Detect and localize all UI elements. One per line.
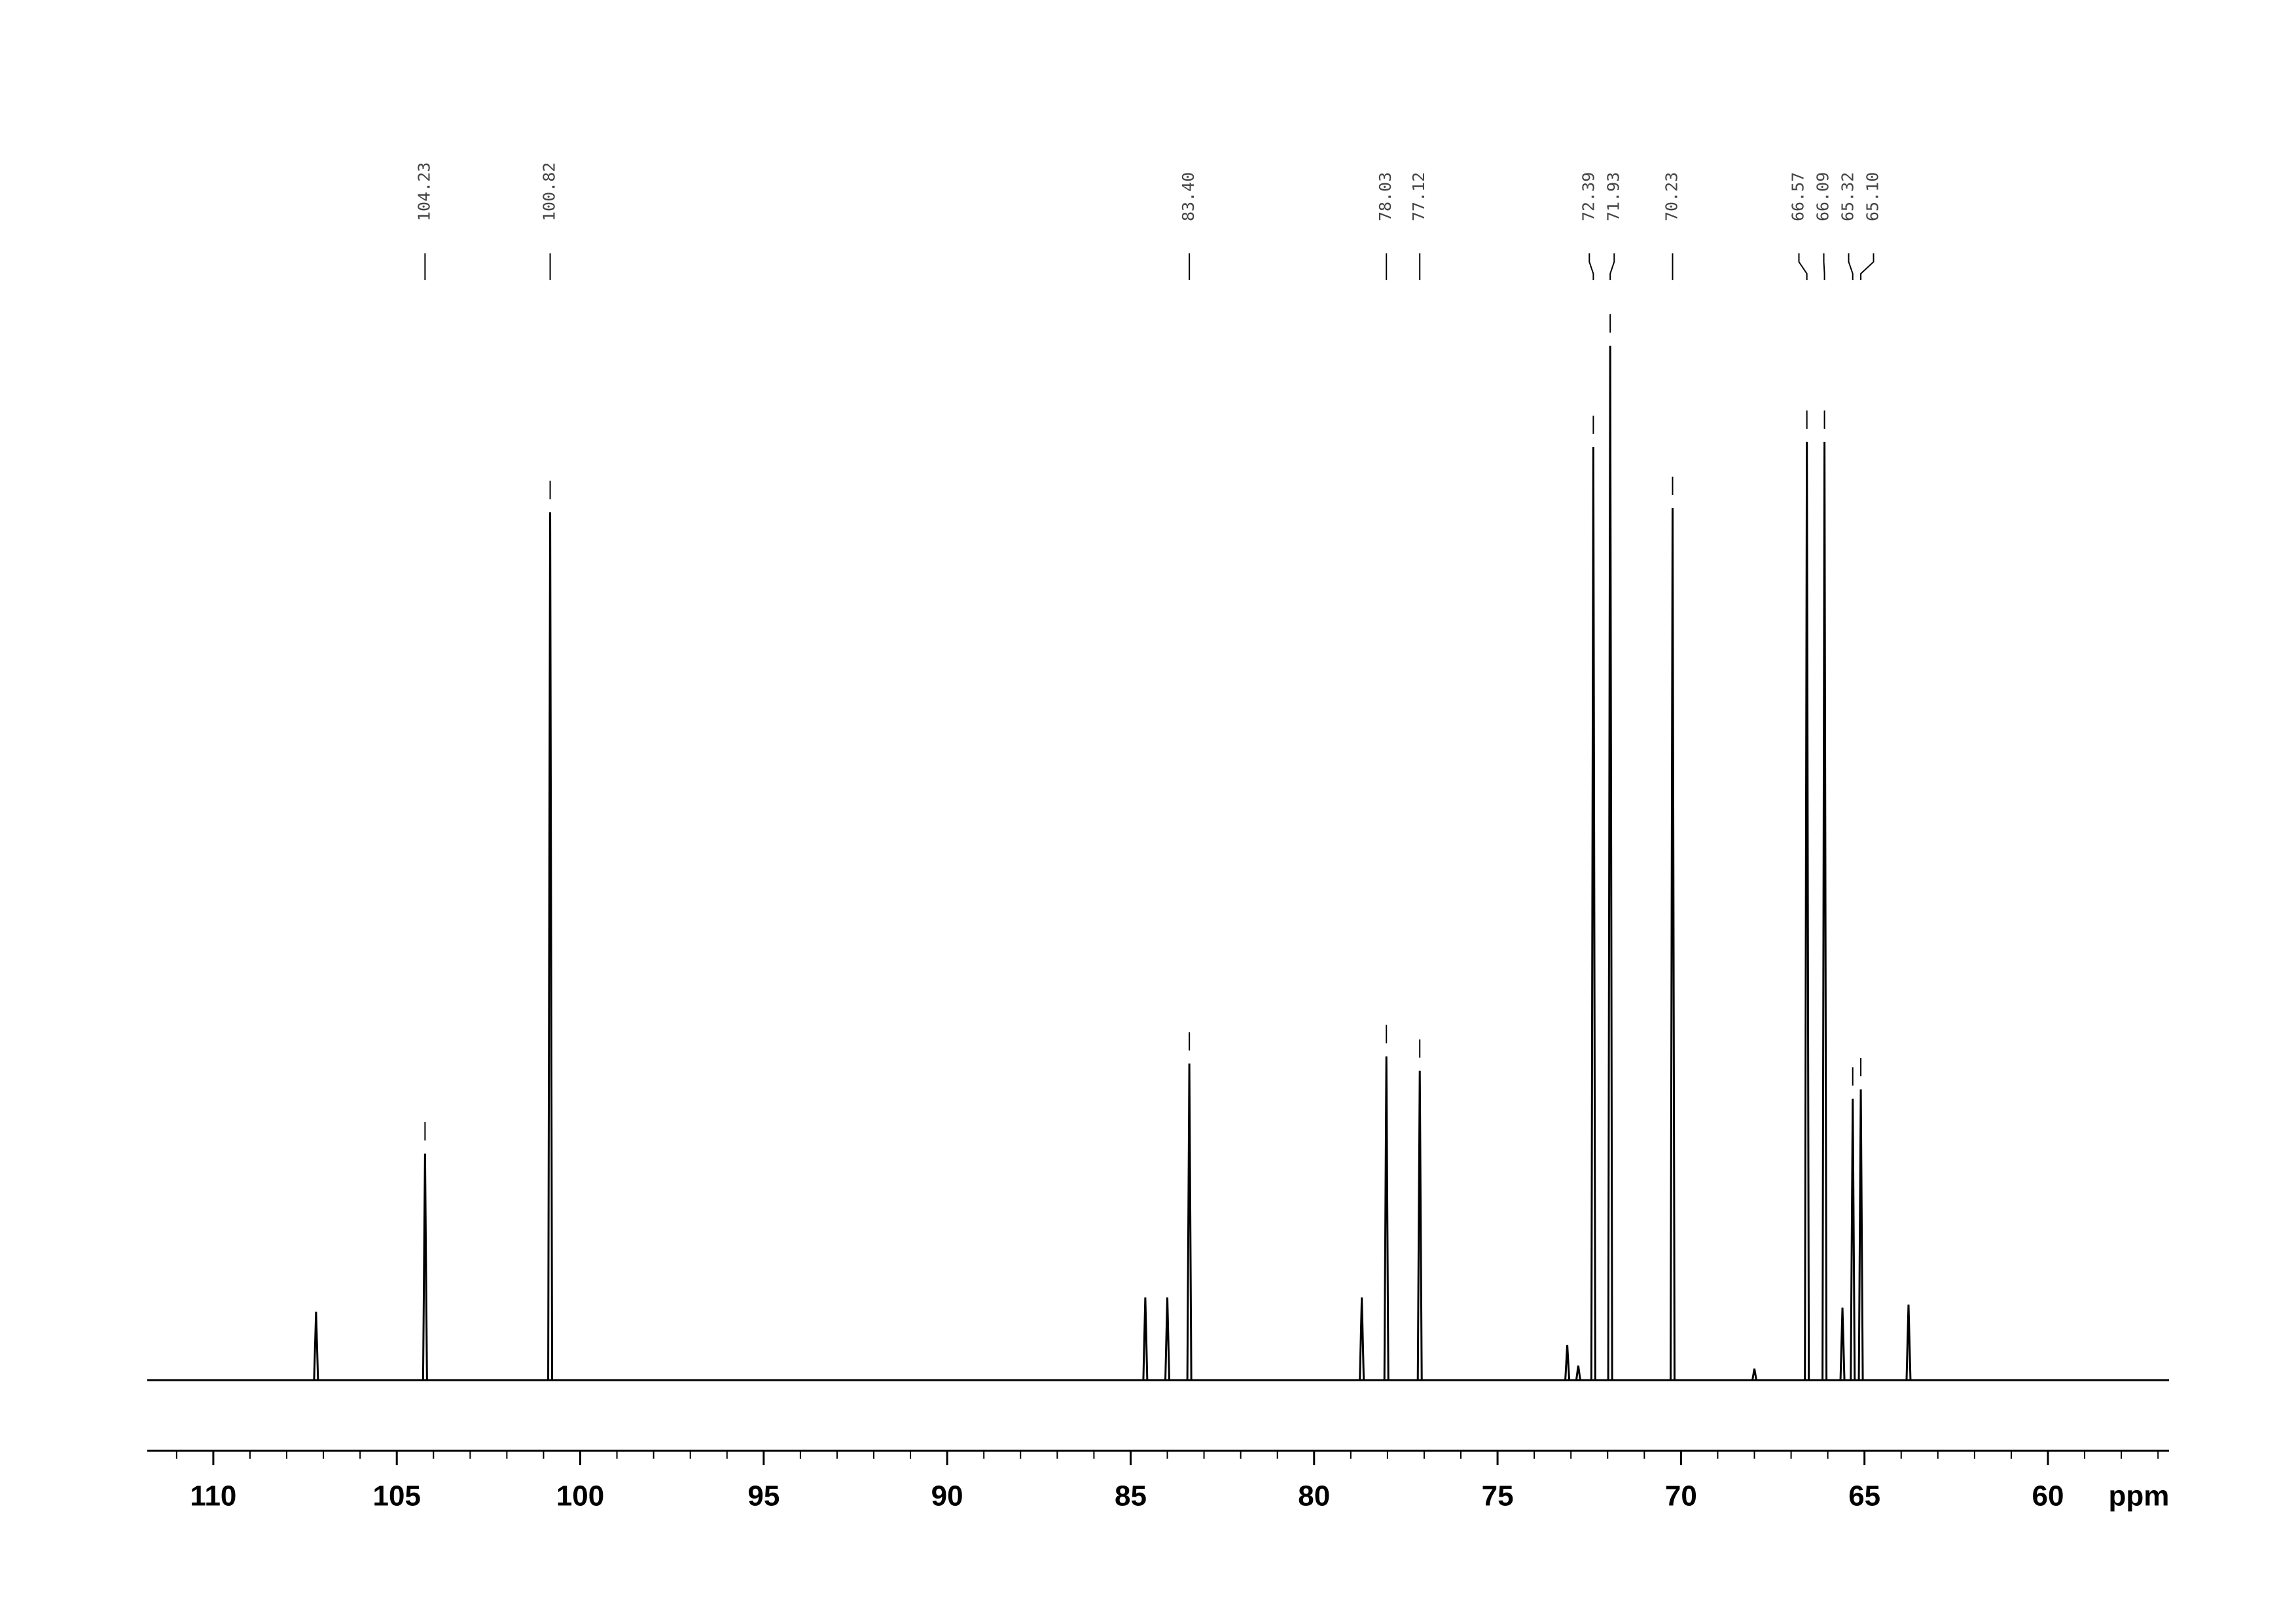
peak-label: 100.82 bbox=[540, 162, 559, 221]
peak bbox=[1186, 1063, 1193, 1381]
peak-label: 71.93 bbox=[1604, 172, 1623, 221]
peak-label: 78.03 bbox=[1376, 172, 1395, 221]
peak bbox=[1850, 1099, 1856, 1381]
peak-label: 72.39 bbox=[1579, 172, 1598, 221]
peak bbox=[1669, 508, 1676, 1381]
peak bbox=[1751, 1368, 1757, 1381]
peak bbox=[1142, 1297, 1149, 1381]
x-tick-label: 60 bbox=[2032, 1480, 2064, 1512]
peak-label: 66.57 bbox=[1789, 172, 1808, 221]
peak bbox=[1383, 1056, 1390, 1381]
x-tick-label: 75 bbox=[1482, 1480, 1514, 1512]
peak bbox=[1804, 441, 1810, 1381]
x-tick-label: 95 bbox=[747, 1480, 780, 1512]
peak bbox=[1607, 345, 1613, 1381]
peak bbox=[1839, 1307, 1846, 1381]
peak bbox=[1359, 1297, 1365, 1381]
label-connector bbox=[1798, 253, 1808, 280]
peak-label: 65.32 bbox=[1839, 172, 1857, 221]
x-tick-label: 110 bbox=[190, 1480, 236, 1512]
peak bbox=[1164, 1297, 1171, 1381]
label-connector bbox=[1609, 253, 1615, 280]
peak-label: 70.23 bbox=[1662, 172, 1681, 221]
x-tick-label: 85 bbox=[1115, 1480, 1147, 1512]
peak-label: 77.12 bbox=[1409, 172, 1428, 221]
peak bbox=[1857, 1089, 1864, 1381]
peak bbox=[1905, 1304, 1912, 1381]
peak-label: 66.09 bbox=[1814, 172, 1833, 221]
x-tick-label: 90 bbox=[931, 1480, 963, 1512]
label-connector bbox=[1848, 253, 1854, 280]
peak bbox=[422, 1153, 428, 1381]
label-connector bbox=[1588, 253, 1594, 280]
peak bbox=[1564, 1345, 1571, 1381]
peak bbox=[1416, 1070, 1423, 1381]
x-tick-label: 100 bbox=[556, 1480, 604, 1512]
peak-label: 104.23 bbox=[414, 162, 433, 221]
peak bbox=[1821, 441, 1828, 1381]
x-tick-label: 65 bbox=[1848, 1480, 1880, 1512]
peak bbox=[1575, 1365, 1581, 1381]
peak bbox=[1590, 447, 1596, 1381]
x-tick-label: 80 bbox=[1298, 1480, 1330, 1512]
label-connector bbox=[1823, 253, 1825, 280]
x-tick-label: 105 bbox=[373, 1480, 421, 1512]
peak bbox=[547, 512, 554, 1381]
peak-label: 83.40 bbox=[1179, 172, 1198, 221]
label-connector bbox=[1860, 253, 1874, 280]
peak-label: 65.10 bbox=[1863, 172, 1882, 221]
peak bbox=[313, 1311, 319, 1381]
x-tick-label: 70 bbox=[1665, 1480, 1697, 1512]
x-axis-label: ppm bbox=[2109, 1480, 2170, 1512]
